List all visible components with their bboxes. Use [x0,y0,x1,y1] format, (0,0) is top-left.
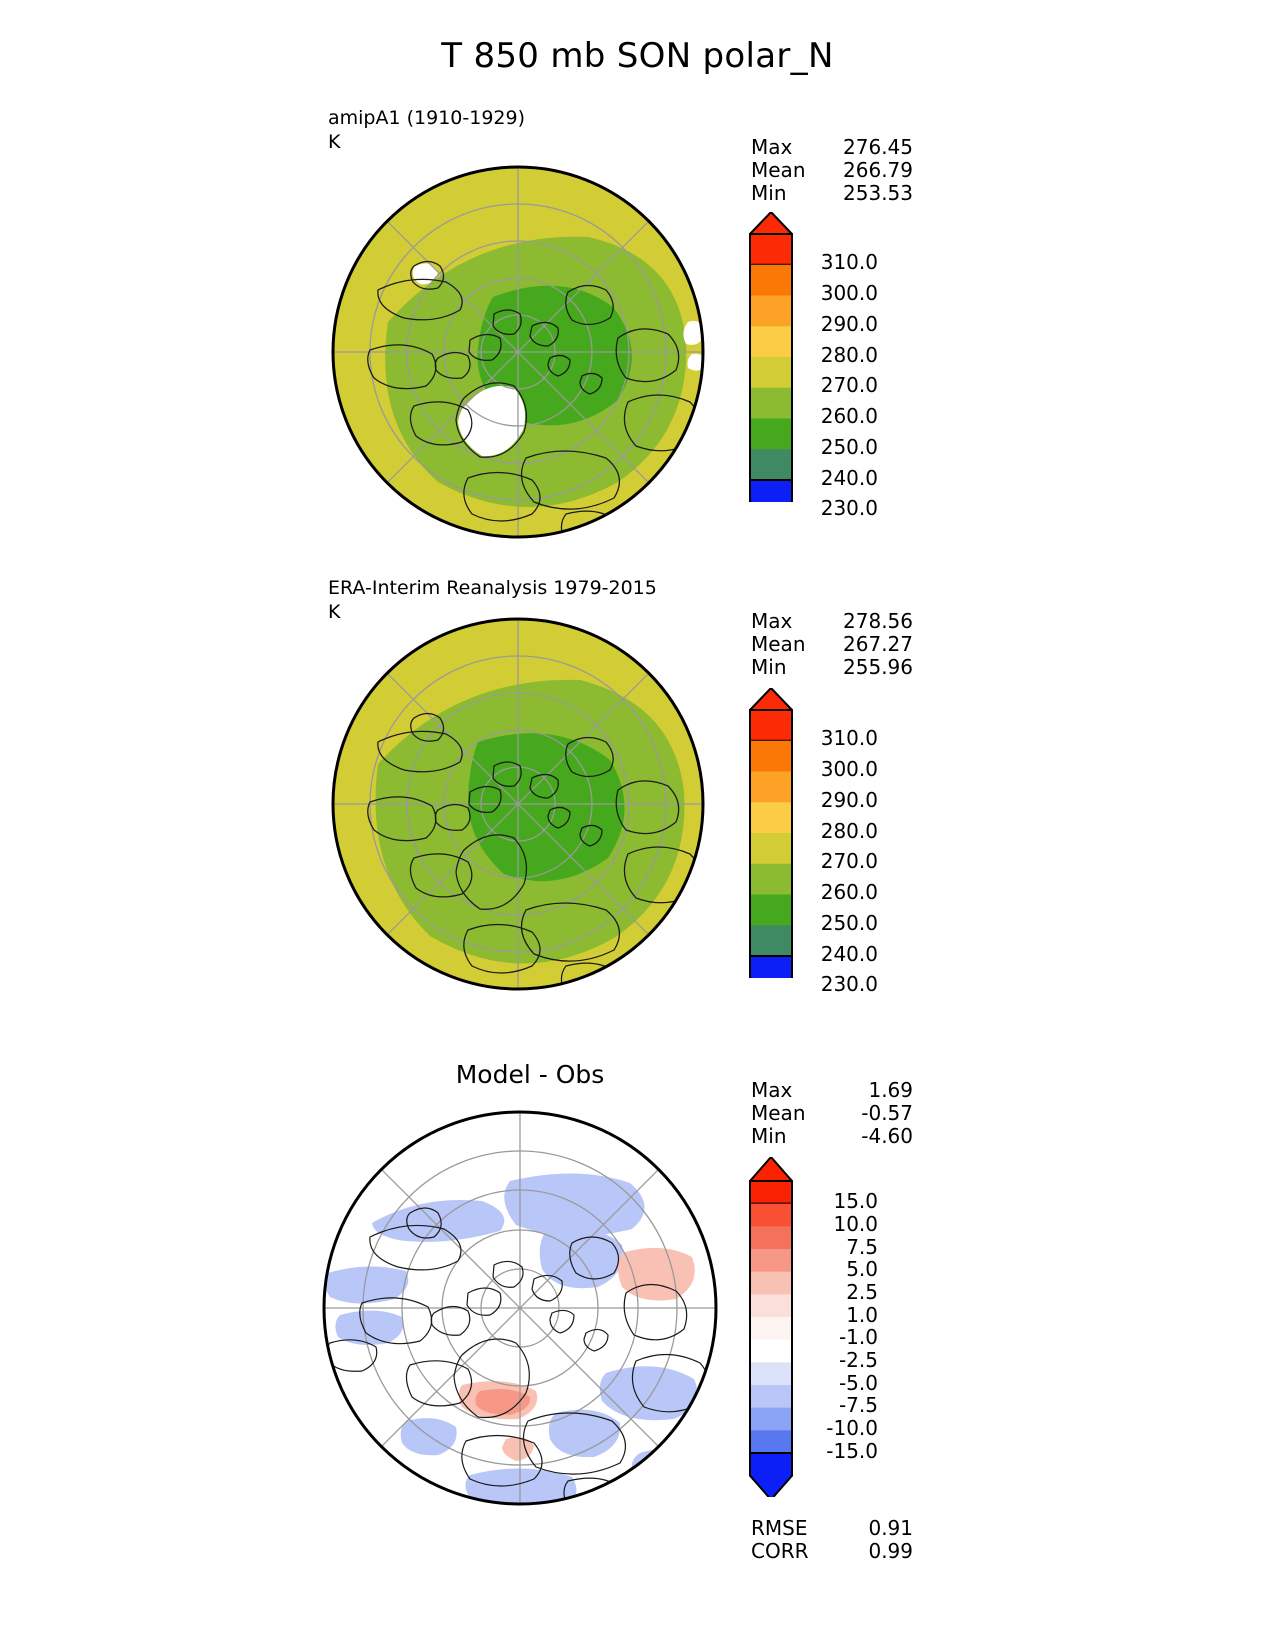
colorbar-tick-label: 240.0 [820,941,878,966]
stat-value-max: 1.69 [868,1078,913,1102]
panel-model-units: K [328,131,341,153]
panel-diff: Model - Obs [0,1055,1275,1615]
panel-model-heading: amipA1 (1910-1929) [328,107,526,129]
stat-row-rmse: RMSE 0.91 [751,1517,913,1540]
colorbar-tick-label: 300.0 [820,281,878,306]
polar-map-diff [310,1103,730,1527]
colorbar-tick-label: 290.0 [820,787,878,812]
colorbar-tick-label: 310.0 [820,250,878,275]
stat-label-mean: Mean [751,632,806,656]
colorbar-tick-label: 280.0 [820,818,878,843]
stat-row-mean: Mean 267.27 [751,633,913,656]
stat-row-mean: Mean -0.57 [751,1102,913,1125]
stat-row-mean: Mean 266.79 [751,159,913,182]
stat-value-mean: 266.79 [843,158,913,182]
stat-value-rmse: 0.91 [868,1516,913,1540]
colorbar-tick-label: 260.0 [820,404,878,429]
stat-label-max: Max [751,1078,793,1102]
polar-map-model [318,162,728,566]
stat-row-min: Min 253.53 [751,182,913,205]
stat-row-max: Max 1.69 [751,1079,913,1102]
colorbar-model: 310.0 300.0 290.0 280.0 270.0 260.0 250.0 240.0… [746,211,878,534]
colorbar-tick-label: 5.0 [846,1257,878,1282]
stat-value-corr: 0.99 [868,1539,913,1563]
colorbar-tick-label: 230.0 [820,496,878,521]
stat-value-max: 278.56 [843,609,913,633]
stats-obs: Max 278.56 Mean 267.27 Min 255.96 [751,610,913,679]
colorbar-tick-label: -15.0 [826,1438,878,1463]
colorbar-tick-label: 270.0 [820,373,878,398]
stats-diff: Max 1.69 Mean -0.57 Min -4.60 [751,1079,913,1148]
stats-model: Max 276.45 Mean 266.79 Min 253.53 [751,136,913,205]
colorbar-tick-label: 250.0 [820,910,878,935]
colorbar-tick-label: 280.0 [820,342,878,367]
panel-model: amipA1 (1910-1929) K [0,100,1275,560]
colorbar-diff: 15.0 10.0 7.5 5.0 2.5 1.0 -1.0 -2.5 -5.0 -7.5 -10.… [746,1156,878,1501]
colorbar-tick-label: 240.0 [820,465,878,490]
stat-value-min: 253.53 [843,181,913,205]
panel-obs-heading: ERA-Interim Reanalysis 1979-2015 [328,577,657,599]
page-title: T 850 mb SON polar_N [441,36,834,76]
colorbar-tick-label: -7.5 [838,1393,878,1418]
stat-label-mean: Mean [751,1101,806,1125]
panel-obs-units: K [328,601,341,623]
colorbar-tick-label: 310.0 [820,726,878,751]
colorbar-tick-label: 15.0 [833,1189,878,1214]
stat-row-corr: CORR 0.99 [751,1540,913,1563]
stat-label-max: Max [751,609,793,633]
colorbar-obs: 310.0 300.0 290.0 280.0 270.0 260.0 250.0 240.0… [746,687,878,1010]
stat-label-rmse: RMSE [751,1516,808,1540]
colorbar-tick-label: 260.0 [820,880,878,905]
colorbar-tick-label: -10.0 [826,1415,878,1440]
colorbar-tick-label: -2.5 [838,1347,878,1372]
stat-label-corr: CORR [751,1539,809,1563]
stat-value-max: 276.45 [843,135,913,159]
stat-label-min: Min [751,181,787,205]
stat-row-min: Min -4.60 [751,1125,913,1148]
colorbar-tick-label: 2.5 [846,1279,878,1304]
colorbar-tick-label: 1.0 [846,1302,878,1327]
stat-row-max: Max 276.45 [751,136,913,159]
colorbar-tick-label: 290.0 [820,311,878,336]
colorbar-tick-label: 250.0 [820,434,878,459]
stat-label-max: Max [751,135,793,159]
colorbar-tick-label: 270.0 [820,849,878,874]
stat-label-min: Min [751,1124,787,1148]
stats-skill: RMSE 0.91 CORR 0.99 [751,1517,913,1563]
colorbar-tick-label: 230.0 [820,972,878,997]
stat-label-min: Min [751,655,787,679]
polar-map-obs [318,614,728,1018]
colorbar-tick-label: 300.0 [820,757,878,782]
colorbar-tick-label: 7.5 [846,1234,878,1259]
colorbar-tick-label: -5.0 [838,1370,878,1395]
panel-obs: ERA-Interim Reanalysis 1979-2015 K [0,570,1275,1040]
stat-value-mean: 267.27 [843,632,913,656]
stat-value-mean: -0.57 [861,1101,913,1125]
stat-value-min: 255.96 [843,655,913,679]
colorbar-tick-label: -1.0 [838,1325,878,1350]
colorbar-tick-label: 10.0 [833,1211,878,1236]
stat-row-max: Max 278.56 [751,610,913,633]
stat-label-mean: Mean [751,158,806,182]
panel-diff-heading: Model - Obs [455,1060,605,1089]
stat-value-min: -4.60 [861,1124,913,1148]
stat-row-min: Min 255.96 [751,656,913,679]
